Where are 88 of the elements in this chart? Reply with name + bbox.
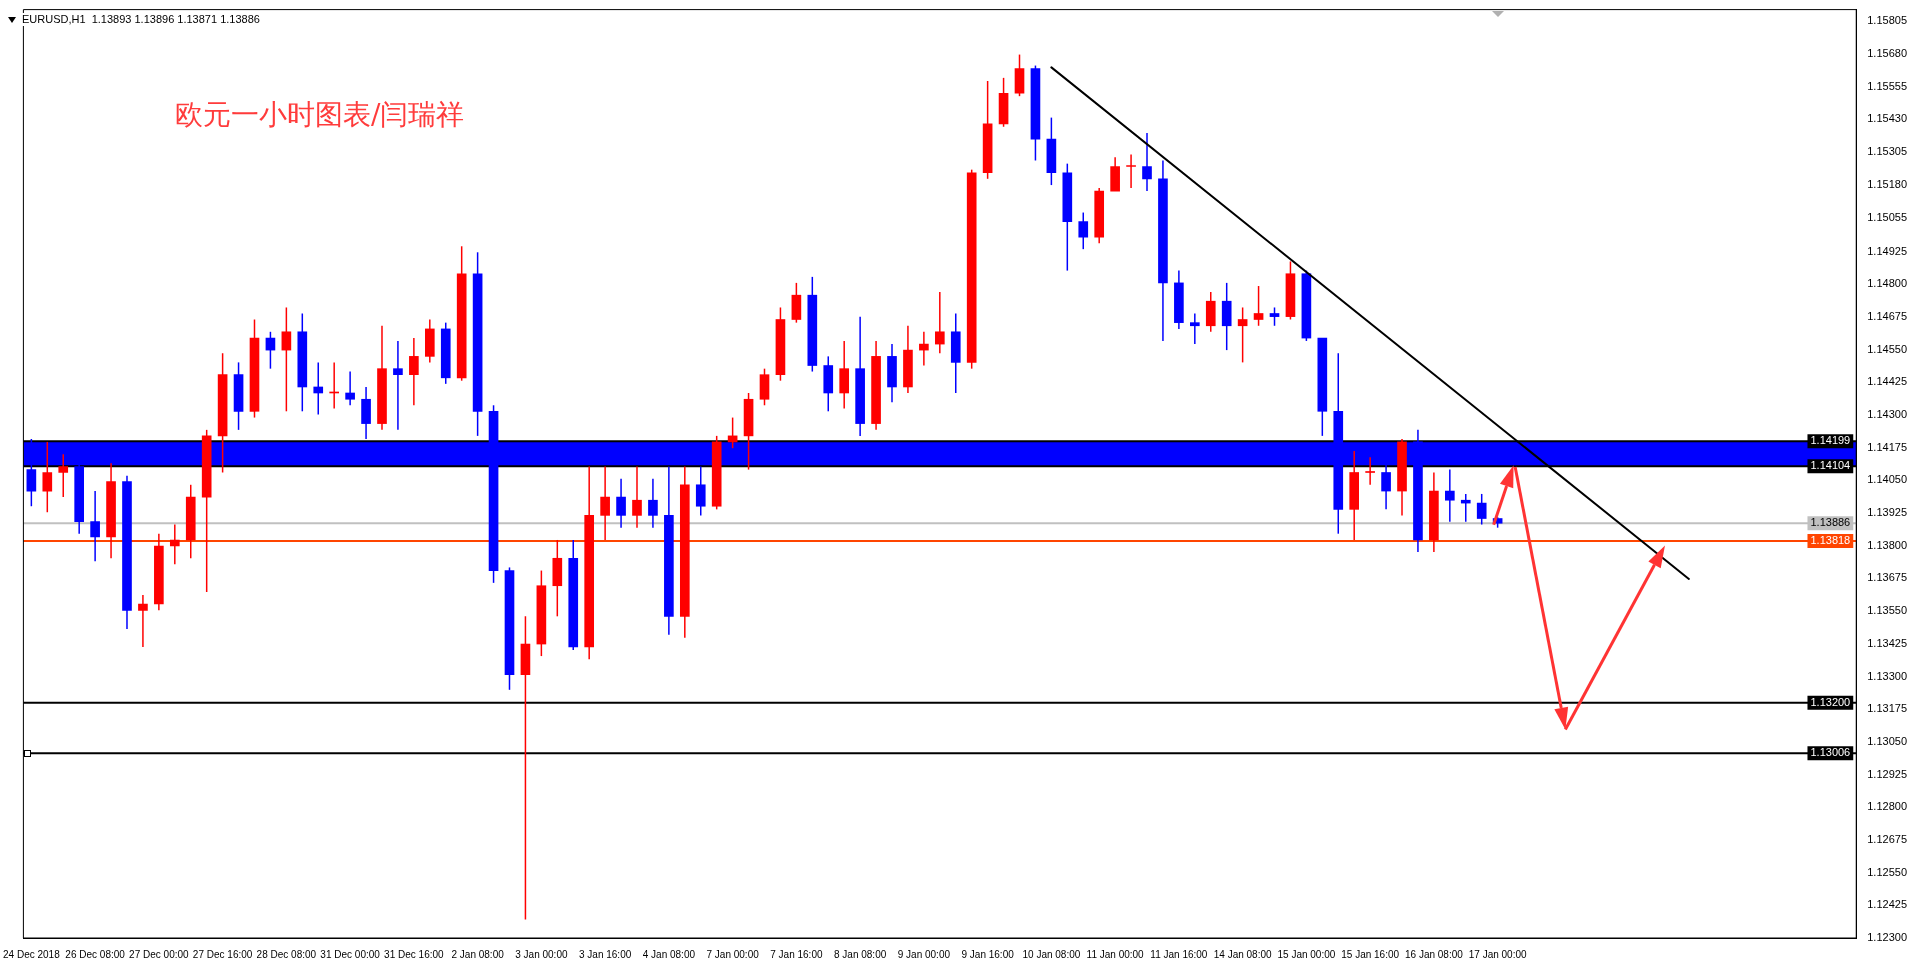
y-tick-label: 1.15055 bbox=[1867, 210, 1907, 223]
candlestick bbox=[1189, 312, 1200, 345]
annotation: EURUSD,H1 1.13893 1.13896 1.13871 1.13886 bbox=[22, 12, 260, 26]
x-tick-label: 10 Jan 08:00 bbox=[1022, 948, 1081, 960]
x-tick-label: 31 Dec 00:00 bbox=[320, 948, 381, 960]
ref-line-label: 1.14199 bbox=[1810, 434, 1851, 447]
candlestick bbox=[1237, 306, 1248, 364]
y-tick-label: 1.12925 bbox=[1867, 767, 1907, 780]
text: 欧元一小时图表/闫瑞祥 bbox=[175, 97, 465, 133]
candlestick bbox=[1078, 211, 1089, 250]
candlestick bbox=[1269, 306, 1280, 327]
x-tick-label: 9 Jan 00:00 bbox=[897, 948, 951, 960]
y-tick-label: 1.14925 bbox=[1867, 244, 1907, 257]
x-tick-label: 3 Jan 00:00 bbox=[515, 948, 568, 960]
y-tick-label: 1.13675 bbox=[1867, 571, 1907, 584]
y-tick-label: 1.14425 bbox=[1867, 375, 1907, 388]
x-tick-label: 15 Jan 00:00 bbox=[1277, 948, 1336, 960]
ref-line-label: 1.13200 bbox=[1810, 695, 1851, 708]
y-tick-label: 1.15180 bbox=[1867, 177, 1907, 190]
candlestick bbox=[1253, 285, 1264, 327]
y-tick-label: 1.12300 bbox=[1867, 931, 1907, 944]
y-tick-label: 1.12550 bbox=[1867, 865, 1907, 878]
y-tick-label: 1.15430 bbox=[1867, 112, 1907, 125]
candlestick bbox=[600, 465, 610, 541]
y-tick-label: 1.15305 bbox=[1867, 145, 1907, 158]
y-tick-label: 1.14175 bbox=[1867, 440, 1907, 453]
x-tick-label: 3 Jan 16:00 bbox=[578, 948, 632, 960]
y-tick-label: 1.15555 bbox=[1867, 79, 1907, 92]
y-tick-label: 1.15805 bbox=[1867, 14, 1907, 27]
x-tick-label: 11 Jan 00:00 bbox=[1086, 948, 1145, 960]
ref-line-label: 1.13818 bbox=[1810, 534, 1851, 547]
x-tick-label: 2 Jan 08:00 bbox=[451, 948, 505, 960]
y-tick-label: 1.13425 bbox=[1867, 636, 1907, 649]
x-tick-label: 7 Jan 00:00 bbox=[706, 948, 760, 960]
candlestick bbox=[1365, 456, 1375, 486]
y-tick-label: 1.15680 bbox=[1867, 47, 1907, 60]
candlestick bbox=[393, 340, 403, 431]
x-tick-label: 8 Jan 08:00 bbox=[833, 948, 887, 960]
candlestick bbox=[632, 465, 642, 529]
y-tick-label: 1.12800 bbox=[1867, 800, 1907, 813]
y-tick-label: 1.13925 bbox=[1867, 506, 1907, 519]
y-tick-label: 1.14675 bbox=[1867, 309, 1907, 322]
candlestick bbox=[919, 331, 929, 367]
ref-line-label: 1.14104 bbox=[1810, 459, 1851, 472]
x-tick-label: 9 Jan 16:00 bbox=[961, 948, 1015, 960]
x-tick-label: 4 Jan 08:00 bbox=[642, 948, 696, 960]
x-tick-label: 26 Dec 08:00 bbox=[65, 948, 126, 960]
candlestick bbox=[90, 490, 100, 562]
x-tick-label: 16 Jan 08:00 bbox=[1404, 948, 1464, 960]
x-tick-label: 11 Jan 16:00 bbox=[1150, 948, 1208, 960]
candlestick bbox=[616, 478, 626, 529]
x-tick-label: 15 Jan 16:00 bbox=[1341, 948, 1400, 960]
y-tick-label: 1.12425 bbox=[1867, 898, 1907, 911]
candlestick bbox=[58, 453, 69, 498]
y-tick-label: 1.13800 bbox=[1867, 538, 1907, 551]
x-tick-label: 28 Dec 08:00 bbox=[256, 948, 317, 960]
candlestick bbox=[1476, 493, 1487, 526]
x-tick-label: 24 Dec 2018 bbox=[3, 948, 61, 960]
ref-line-label: 1.13886 bbox=[1810, 516, 1851, 529]
candlestick bbox=[138, 594, 148, 648]
candlestick bbox=[313, 361, 324, 416]
y-tick-label: 1.14550 bbox=[1867, 342, 1907, 355]
candlestick bbox=[345, 370, 355, 407]
candlestick bbox=[1142, 132, 1152, 192]
candlestick bbox=[281, 306, 292, 413]
y-tick-label: 1.12675 bbox=[1867, 832, 1907, 845]
y-tick-label: 1.13300 bbox=[1867, 669, 1907, 682]
candlestick bbox=[409, 337, 419, 407]
candlestick bbox=[648, 478, 658, 529]
x-tick-label: 31 Dec 16:00 bbox=[384, 948, 445, 960]
candlestick bbox=[1445, 468, 1455, 523]
y-tick-label: 1.14800 bbox=[1867, 277, 1907, 290]
candlestick bbox=[42, 441, 53, 513]
candlestick bbox=[1126, 153, 1136, 189]
x-tick-label: 17 Jan 00:00 bbox=[1468, 948, 1527, 960]
y-tick-label: 1.14300 bbox=[1867, 407, 1907, 420]
y-tick-label: 1.13050 bbox=[1867, 734, 1907, 747]
candlestick bbox=[169, 523, 180, 566]
candlestick bbox=[520, 615, 531, 921]
x-tick-label: 14 Jan 08:00 bbox=[1213, 948, 1272, 960]
x-tick-label: 27 Dec 00:00 bbox=[129, 948, 190, 960]
x-tick-label: 7 Jan 16:00 bbox=[770, 948, 823, 960]
x-tick-label: 27 Dec 16:00 bbox=[192, 948, 253, 960]
ref-line-label: 1.13006 bbox=[1810, 746, 1851, 759]
y-tick-label: 1.14050 bbox=[1867, 473, 1907, 486]
y-tick-label: 1.13175 bbox=[1867, 702, 1907, 715]
candlestick bbox=[934, 291, 945, 354]
y-tick-label: 1.13550 bbox=[1867, 604, 1907, 617]
